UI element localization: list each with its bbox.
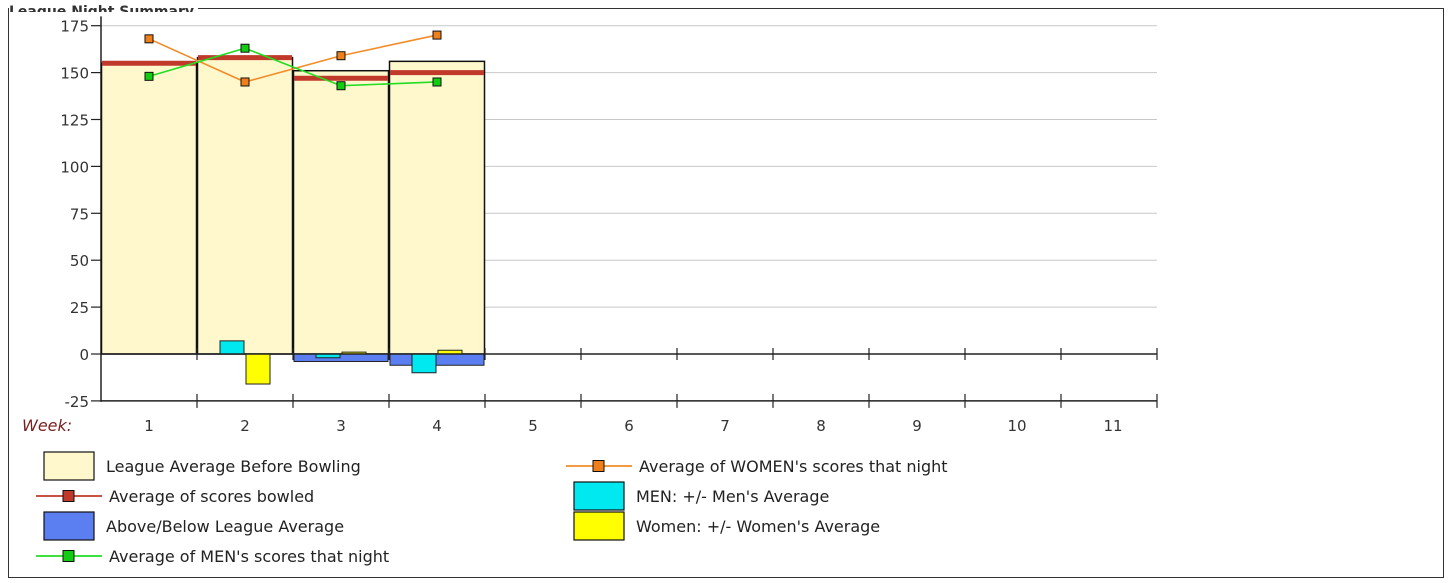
legend-item: Women: +/- Women's Average — [573, 511, 880, 541]
x-axis-ticks — [196, 393, 1158, 408]
league-average-bar — [196, 56, 294, 355]
base-bars — [100, 56, 486, 355]
legend-label: Average of scores bowled — [109, 487, 314, 506]
legend-marker-swatch — [62, 490, 75, 502]
above-below-bar — [293, 353, 389, 363]
legend: League Average Before Bowling Average of … — [36, 451, 948, 566]
y-tick-label: 100 — [60, 158, 89, 176]
above-below-bar — [389, 353, 485, 366]
y-tick-label: 75 — [70, 205, 89, 223]
legend-swatch — [43, 511, 95, 541]
chart-title: League Night Summary — [9, 0, 198, 12]
women-avg-point — [144, 34, 154, 44]
x-axis-label: Week: — [22, 416, 72, 435]
x-tick-label: 1 — [144, 417, 154, 435]
men-avg-line — [148, 47, 438, 87]
legend-swatch — [573, 481, 625, 511]
x-tick-labels: 1 2 3 4 5 6 7 8 9 10 11 — [144, 417, 1122, 435]
legend-label: League Average Before Bowling — [106, 457, 361, 476]
men-avg-point — [432, 77, 442, 87]
league-average-bar — [100, 62, 198, 355]
x-tick-label: 2 — [240, 417, 250, 435]
x-tick-label: 6 — [624, 417, 634, 435]
legend-label: MEN: +/- Men's Average — [636, 487, 829, 506]
legend-marker-swatch — [62, 550, 75, 562]
legend-label: Average of WOMEN's scores that night — [639, 457, 948, 476]
x-tick-label: 10 — [1007, 417, 1026, 435]
league-average-bar — [388, 60, 486, 355]
y-tick-label: 125 — [60, 112, 89, 130]
legend-item: Average of scores bowled — [36, 487, 314, 506]
y-tick-label: 175 — [60, 18, 89, 36]
y-tick-label: 25 — [70, 299, 89, 317]
x-tick-label: 9 — [912, 417, 922, 435]
legend-label: Above/Below League Average — [106, 517, 344, 536]
women-avg-point — [240, 77, 250, 87]
y-tick-label: 150 — [60, 65, 89, 83]
men-avg-point — [240, 43, 250, 53]
legend-item: League Average Before Bowling — [43, 451, 361, 481]
men-diff-bar — [411, 353, 437, 374]
y-tick-label: 0 — [79, 346, 89, 364]
x-tick-label: 4 — [432, 417, 442, 435]
legend-item: Average of WOMEN's scores that night — [566, 457, 948, 476]
legend-item: MEN: +/- Men's Average — [573, 481, 829, 511]
legend-label: Average of MEN's scores that night — [109, 547, 389, 566]
legend-item: Average of MEN's scores that night — [36, 547, 389, 566]
men-avg-point — [336, 81, 346, 91]
men-diff-bar — [219, 340, 245, 355]
y-ticks: 175 150 125 100 75 50 25 0 -25 — [60, 18, 101, 411]
women-avg-point — [432, 30, 442, 40]
women-avg-series — [144, 30, 442, 87]
women-diff-bar — [245, 353, 271, 385]
y-tick-label: 50 — [70, 252, 89, 270]
men-avg-point — [144, 71, 154, 81]
league-average-bar — [292, 69, 390, 355]
legend-item: Above/Below League Average — [43, 511, 344, 541]
women-diff-bars — [245, 349, 463, 385]
chart-frame: League Night Summary — [8, 0, 1444, 578]
x-tick-label: 8 — [816, 417, 826, 435]
x-tick-label: 3 — [336, 417, 346, 435]
legend-swatch — [43, 451, 95, 481]
women-avg-point — [336, 51, 346, 61]
x-tick-label: 5 — [528, 417, 538, 435]
men-avg-series — [144, 43, 442, 91]
y-tick-label: -25 — [65, 393, 90, 411]
x-tick-label: 11 — [1103, 417, 1122, 435]
legend-swatch — [573, 511, 625, 541]
women-avg-line — [148, 34, 438, 83]
zero-axis-ticks — [196, 348, 1158, 360]
legend-marker-swatch — [592, 460, 605, 472]
x-tick-label: 7 — [720, 417, 730, 435]
legend-label: Women: +/- Women's Average — [636, 517, 880, 536]
